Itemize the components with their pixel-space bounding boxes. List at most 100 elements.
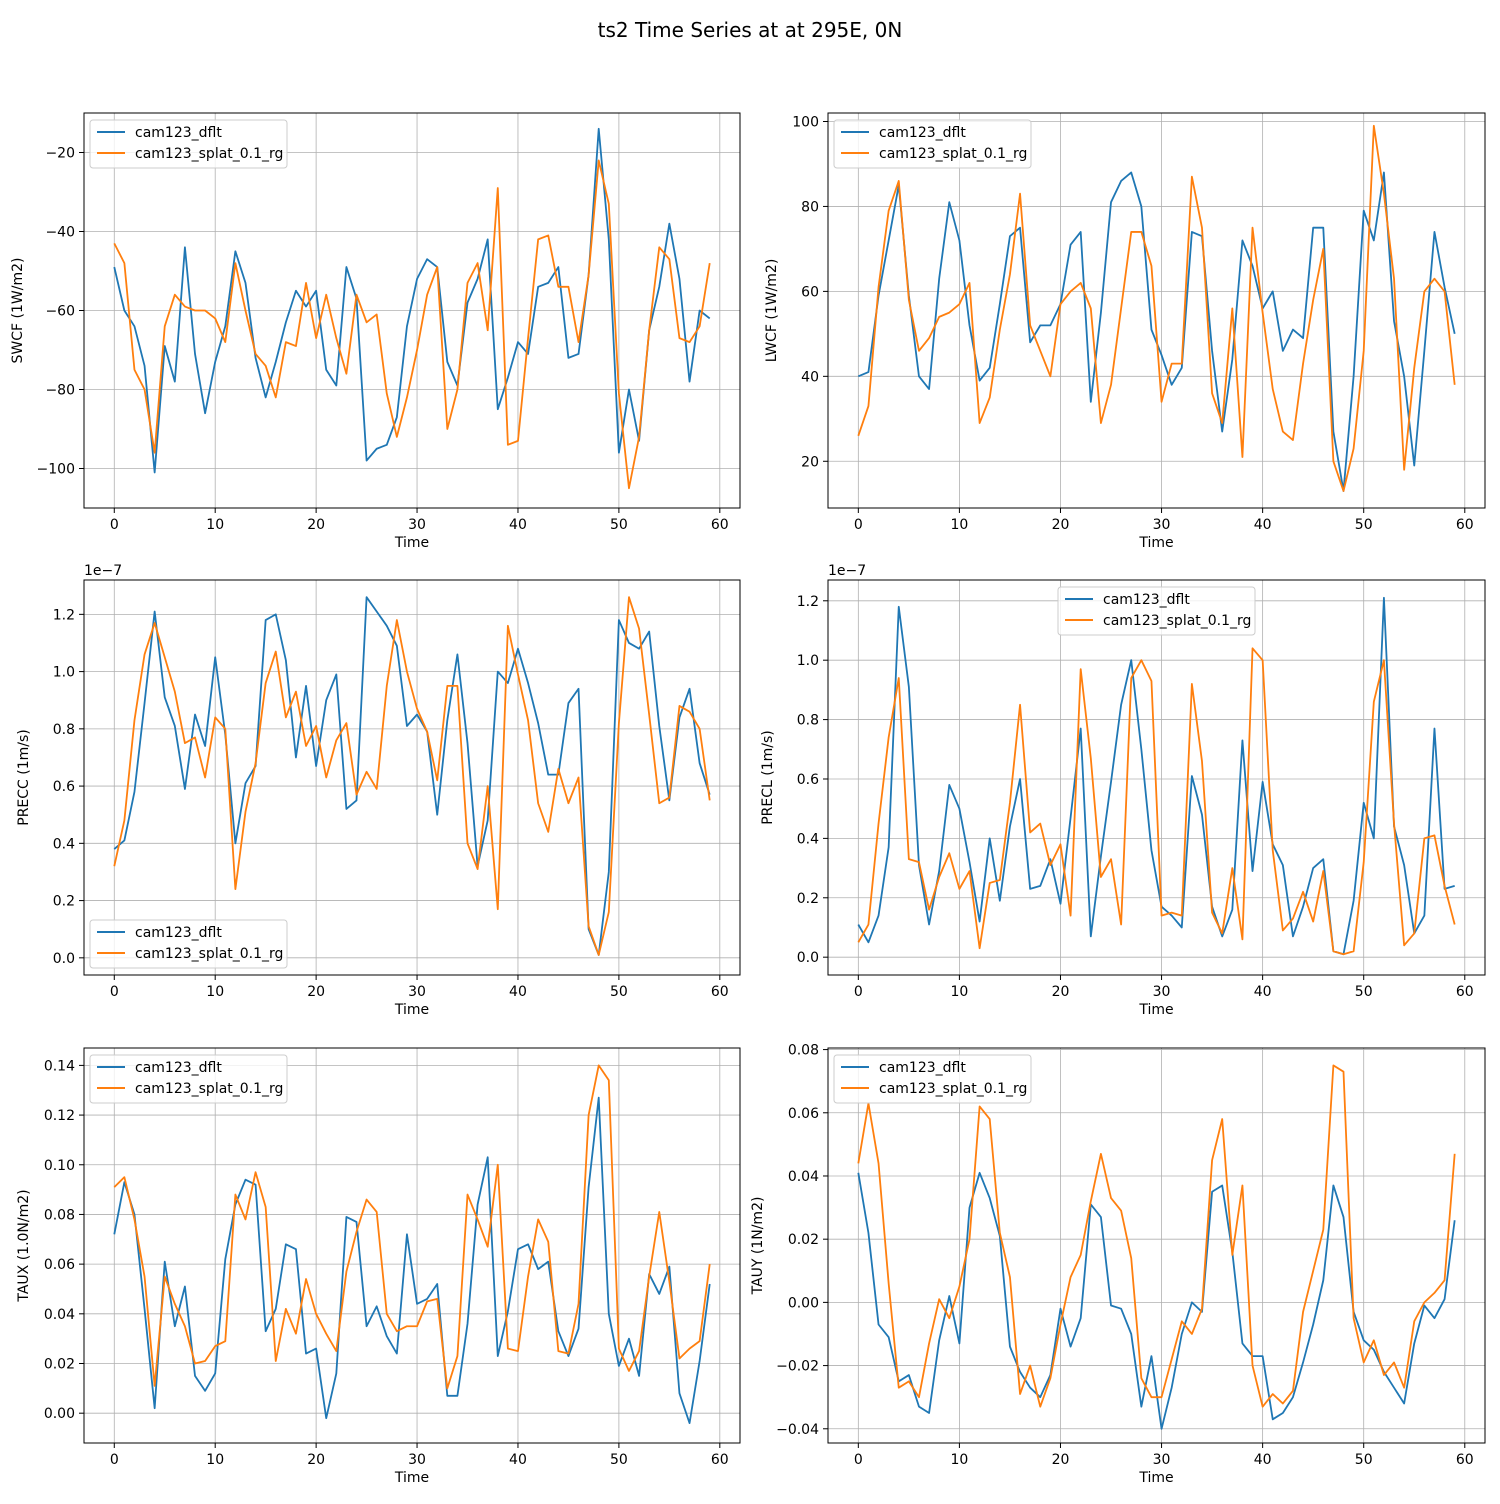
- y-axis-label: LWCF (1W/m2): [764, 259, 780, 363]
- legend-entry-label: cam123_splat_0.1_rg: [135, 1081, 283, 1097]
- y-tick-label: −60: [45, 304, 75, 320]
- x-tick-label: 10: [950, 517, 968, 533]
- y-tick-label: 0.08: [44, 1207, 75, 1223]
- x-tick-label: 10: [206, 984, 224, 1000]
- y-tick-label: 20: [801, 454, 819, 470]
- x-tick-label: 0: [854, 517, 863, 533]
- x-tick-label: 30: [408, 517, 426, 533]
- x-tick-label: 20: [1052, 984, 1070, 1000]
- y-tick-label: 0.06: [44, 1257, 75, 1273]
- x-tick-label: 50: [1355, 984, 1373, 1000]
- y-tick-label: 0.2: [797, 891, 819, 907]
- legend: cam123_dflt cam123_splat_0.1_rg: [1057, 586, 1256, 636]
- x-axis-label: Time: [394, 535, 429, 551]
- chart-panel-taux: 0 10 20 30 40 50 60 0.00 0.02 0.04 0.06 0.08 0.10 0.1…: [16, 1047, 741, 1486]
- x-tick-label: 40: [1254, 984, 1272, 1000]
- series-line-cam123_splat_0.1_rg: [113, 596, 711, 956]
- series-line-cam123_dflt: [857, 1171, 1456, 1430]
- x-tick-label: 30: [1153, 517, 1171, 533]
- legend-entry-label: cam123_splat_0.1_rg: [879, 146, 1027, 162]
- x-tick-label: 10: [950, 984, 968, 1000]
- y-tick-label: 1.2: [797, 594, 819, 610]
- x-tick-label: 60: [1456, 1452, 1474, 1468]
- y-axis-label: TAUY (1N/m2): [750, 1197, 766, 1296]
- y-axis-label: PRECC (1m/s): [16, 729, 32, 826]
- y-tick-label: 0.4: [797, 831, 819, 847]
- legend-frame: [833, 119, 1032, 169]
- x-tick-label: 0: [110, 517, 119, 533]
- x-tick-label: 30: [1153, 1452, 1171, 1468]
- x-tick-label: 0: [110, 1452, 119, 1468]
- legend: cam123_dflt cam123_splat_0.1_rg: [89, 119, 288, 169]
- legend-entry-label: cam123_dflt: [879, 125, 966, 141]
- axis-offset-text: 1e−7: [84, 563, 122, 579]
- x-tick-label: 10: [206, 517, 224, 533]
- y-tick-label: 1.0: [53, 665, 75, 681]
- x-tick-label: 60: [711, 984, 729, 1000]
- y-tick-label: −100: [37, 462, 75, 478]
- series-line-cam123_dflt: [857, 596, 1455, 956]
- legend: cam123_dflt cam123_splat_0.1_rg: [89, 1054, 288, 1104]
- chart-panel-precl: 0 10 20 30 40 50 60 0.0 0.2 0.4 0.6 0.8 1.0 1.2 Time PR…: [760, 563, 1486, 1018]
- x-tick-label: 20: [307, 984, 325, 1000]
- legend: cam123_dflt cam123_splat_0.1_rg: [833, 119, 1032, 169]
- chart-panel-swcf: 0 10 20 30 40 50 60 −100 −80 −60 −40 −20 Time SWCF (1…: [10, 112, 741, 551]
- y-tick-label: 0.02: [44, 1357, 75, 1373]
- x-tick-label: 0: [854, 1452, 863, 1468]
- y-tick-label: −40: [45, 225, 75, 241]
- legend-entry-label: cam123_dflt: [135, 925, 222, 941]
- series-line-cam123_splat_0.1_rg: [857, 1064, 1456, 1408]
- y-tick-label: 0.04: [788, 1169, 819, 1185]
- y-tick-label: 40: [801, 369, 819, 385]
- x-axis-label: Time: [1138, 535, 1173, 551]
- y-tick-label: −20: [45, 146, 75, 162]
- x-tick-label: 20: [307, 517, 325, 533]
- x-axis-label: Time: [1138, 1470, 1173, 1486]
- legend-frame: [89, 119, 288, 169]
- legend-frame: [89, 919, 288, 969]
- x-tick-label: 20: [1052, 1452, 1070, 1468]
- x-tick-label: 40: [509, 1452, 527, 1468]
- x-tick-label: 50: [610, 517, 628, 533]
- y-tick-label: 0.0: [53, 951, 75, 967]
- y-tick-label: 100: [792, 114, 819, 130]
- y-tick-label: 0.6: [797, 772, 819, 788]
- y-tick-label: 0.8: [53, 722, 75, 738]
- x-tick-label: 0: [854, 984, 863, 1000]
- x-tick-label: 10: [950, 1452, 968, 1468]
- y-tick-label: −0.02: [776, 1359, 819, 1375]
- y-tick-label: 0.02: [788, 1232, 819, 1248]
- y-tick-label: 60: [801, 284, 819, 300]
- plot-area: [83, 579, 741, 976]
- y-tick-label: 0.4: [53, 836, 75, 852]
- figure-title: ts2 Time Series at at 295E, 0N: [598, 18, 903, 42]
- y-tick-label: 0.6: [53, 779, 75, 795]
- series-line-cam123_splat_0.1_rg: [113, 159, 711, 490]
- x-tick-label: 60: [1456, 517, 1474, 533]
- series-line-cam123_splat_0.1_rg: [857, 124, 1456, 492]
- plot-area: [83, 1047, 741, 1444]
- x-tick-label: 20: [1052, 517, 1070, 533]
- y-tick-label: 0.14: [44, 1058, 75, 1074]
- legend-entry-label: cam123_dflt: [879, 1060, 966, 1076]
- y-tick-label: 0.2: [53, 894, 75, 910]
- y-axis-label: SWCF (1W/m2): [10, 258, 26, 364]
- x-tick-label: 40: [1254, 1452, 1272, 1468]
- legend: cam123_dflt cam123_splat_0.1_rg: [89, 919, 288, 969]
- x-tick-label: 0: [110, 984, 119, 1000]
- legend-entry-label: cam123_splat_0.1_rg: [1103, 613, 1251, 629]
- y-tick-label: −80: [45, 383, 75, 399]
- y-tick-label: 0.04: [44, 1307, 75, 1323]
- legend: cam123_dflt cam123_splat_0.1_rg: [833, 1054, 1032, 1104]
- x-tick-label: 60: [1456, 984, 1474, 1000]
- legend-entry-label: cam123_splat_0.1_rg: [135, 146, 283, 162]
- y-axis-label: PRECL (1m/s): [760, 730, 776, 825]
- x-axis-label: Time: [1138, 1002, 1173, 1018]
- chart-panel-lwcf: 0 10 20 30 40 50 60 20 40 60 80 100 Time LWCF (1W/m2)…: [764, 112, 1486, 551]
- y-tick-label: −0.04: [776, 1422, 819, 1438]
- x-tick-label: 30: [1153, 984, 1171, 1000]
- legend-frame: [833, 1054, 1032, 1104]
- y-tick-label: 0.08: [788, 1043, 819, 1059]
